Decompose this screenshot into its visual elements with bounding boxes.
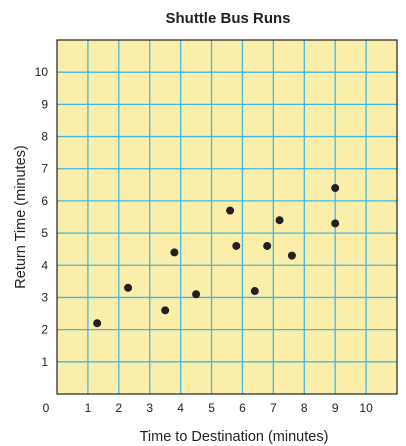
y-axis-label: Return Time (minutes) [13,145,29,288]
x-tick-label: 10 [359,401,373,415]
y-tick-label: 1 [41,355,48,369]
data-point [263,241,272,250]
data-point [275,216,284,225]
y-tick-label: 10 [35,65,49,79]
y-tick-label: 7 [41,162,48,176]
x-tick-label: 6 [239,401,246,415]
y-tick-label: 9 [41,97,48,111]
data-point [250,287,259,296]
plot-border [56,39,398,395]
x-tick-label: 8 [301,401,308,415]
x-tick-label: 1 [85,401,92,415]
x-tick-label: 4 [177,401,184,415]
y-tick-label: 2 [41,323,48,337]
x-tick-label: 9 [332,401,339,415]
data-point [331,219,340,228]
y-tick-label: 6 [41,194,48,208]
data-point [287,251,296,260]
x-tick-label: 2 [115,401,122,415]
data-point [331,184,340,193]
x-tick-label: 3 [146,401,153,415]
origin-tick-label: 0 [43,401,50,415]
data-point [124,283,133,292]
y-tick-label: 3 [41,290,48,304]
plot-area [57,40,397,394]
x-tick-label: 7 [270,401,277,415]
y-tick-labels: 1 2 3 4 5 6 7 8 9 10 [35,65,49,369]
data-point [161,306,170,315]
grid-lines [57,40,397,394]
data-point [93,319,102,328]
data-point [192,290,201,299]
x-axis-label: Time to Destination (minutes) [140,429,329,445]
y-tick-label: 5 [41,226,48,240]
data-point [226,206,235,215]
x-tick-labels: 1 2 3 4 5 6 7 8 9 10 [85,401,374,415]
data-points [93,184,340,328]
y-tick-label: 4 [41,258,48,272]
chart-title: Shuttle Bus Runs [165,10,290,27]
x-tick-label: 5 [208,401,215,415]
y-tick-label: 8 [41,130,48,144]
data-point [232,241,241,250]
data-point [170,248,179,257]
